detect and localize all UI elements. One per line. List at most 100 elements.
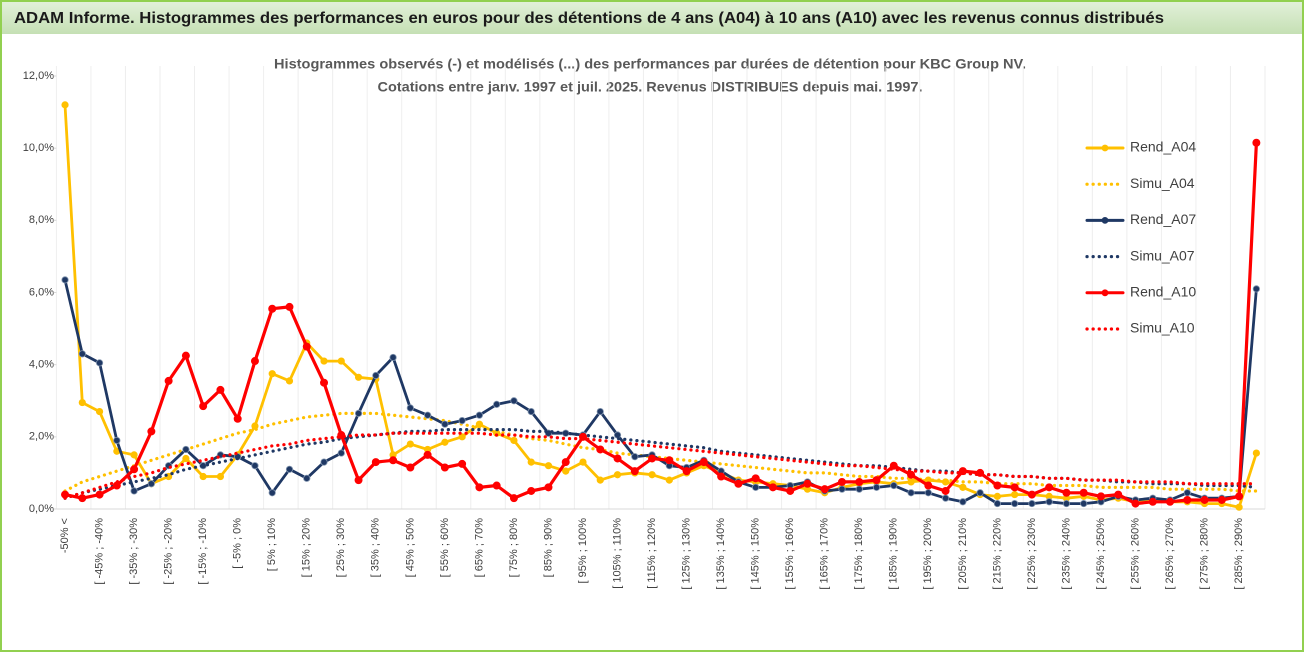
series-line [63,411,1259,493]
x-tick-label: [ 85% ; 90% [542,518,554,578]
point [1200,495,1209,504]
legend-marker [1101,289,1109,297]
point [1114,490,1123,499]
x-tick-label: [ -35% ; -30% [128,518,140,585]
x-tick-label: [ 145% ; 150% [750,518,762,590]
point [424,411,432,419]
point [665,456,674,465]
y-tick-label: 2,0% [29,431,54,443]
x-tick-label: [ 255% ; 260% [1129,518,1141,590]
point [303,474,311,482]
point [216,472,225,481]
point [734,479,743,488]
point [1028,499,1036,508]
chart-title: ADAM Informe. Histogrammes des performan… [14,10,1164,27]
y-tick-label: 12,0% [23,70,54,82]
x-tick-label: [ 125% ; 130% [681,518,693,590]
point [181,351,190,360]
legend-label: Simu_A07 [1130,247,1195,263]
point [820,485,829,494]
x-tick-label: [ 235% ; 240% [1060,518,1072,590]
point [1011,490,1019,499]
legend-label: Rend_A07 [1130,211,1196,227]
point [1045,483,1054,492]
point [354,476,363,485]
point [78,398,86,407]
point [527,407,535,416]
point [1252,449,1260,457]
point [665,476,673,484]
point [579,458,587,466]
point [1027,490,1036,499]
point [752,483,760,491]
series-line [63,103,1258,509]
point [285,377,294,385]
point [1235,503,1243,511]
point [337,357,345,365]
y-tick-label: 10,0% [23,142,54,154]
x-tick-label: [ 205% ; 210% [957,518,969,590]
point [544,483,553,492]
point [130,487,138,495]
point [510,397,518,405]
point [890,481,898,490]
x-tick-label: [ 15% ; 20% [301,518,313,578]
point [959,483,967,491]
point [855,485,863,493]
point [613,471,622,479]
x-tick-label: [ -25% ; -20% [163,518,175,585]
point [562,467,570,475]
legend-marker [1101,144,1109,152]
point [372,371,380,380]
point [423,450,432,459]
point [458,459,467,468]
point [751,474,760,483]
y-tick-label: 8,0% [29,214,54,226]
point [440,463,449,472]
point [78,350,86,358]
point [492,481,501,490]
point [509,494,518,503]
point [475,411,484,419]
subtitle: Cotations entre janv. 1997 et juil. 2025… [378,79,923,95]
point [147,480,155,488]
point [993,481,1002,490]
point [596,476,604,484]
point [1217,495,1226,504]
point [285,465,294,473]
point [1252,138,1261,147]
point [389,353,397,362]
point [285,302,294,311]
y-tick-label: 6,0% [29,286,54,298]
point [872,476,881,485]
x-tick-label: [ -45% ; -40% [93,518,105,585]
x-tick-label: [ 225% ; 230% [1026,518,1038,590]
point [458,433,466,441]
point [855,477,864,486]
point [233,414,242,423]
x-tick-label: [ 5% ; 10% [266,518,278,571]
point [872,483,881,491]
point [1235,492,1244,501]
x-tick-label: [ -15% ; -10% [197,518,209,585]
x-tick-label: [ 75% ; 80% [508,518,520,578]
x-tick-label: [ 95% ; 100% [577,518,589,584]
point [1062,488,1071,497]
point [596,407,604,416]
x-tick-label: [ 265% ; 270% [1164,518,1176,590]
point [389,456,398,465]
point [786,486,795,495]
point [95,359,104,367]
x-tick-label: [ 185% ; 190% [888,518,900,590]
point [1183,489,1191,497]
header-bar [2,2,1302,34]
point [268,370,276,378]
point [406,404,414,412]
x-tick-label: [ 165% ; 170% [819,518,831,590]
point [993,499,1001,508]
point [889,461,898,470]
point [596,445,605,454]
point [941,494,950,502]
